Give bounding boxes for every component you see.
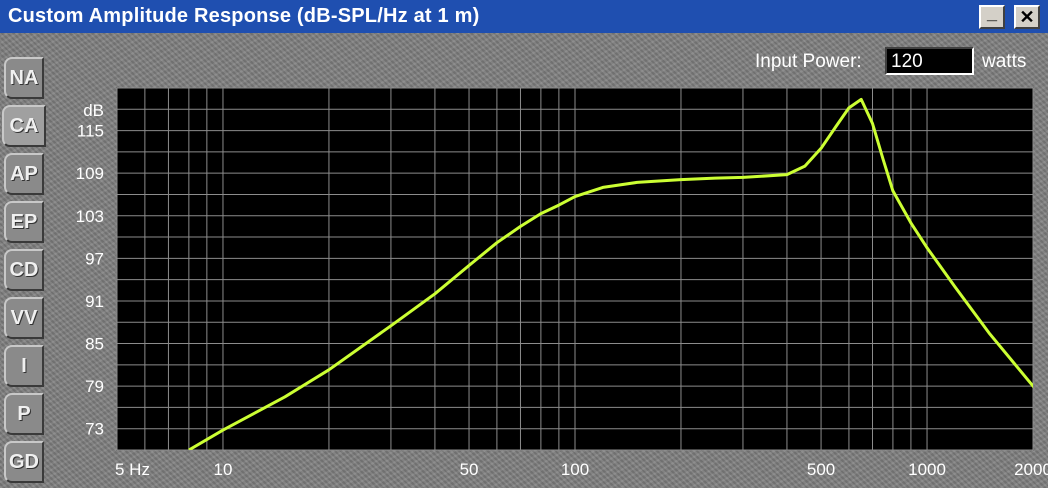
minimize-icon: _ [986, 3, 997, 23]
side-tab-i[interactable]: I [4, 345, 44, 387]
side-tab-cd[interactable]: CD [4, 249, 44, 291]
side-tab-gd[interactable]: GD [4, 441, 44, 483]
side-tab-label: VV [10, 307, 38, 329]
y-tick-label: 85 [85, 335, 104, 354]
window-title: Custom Amplitude Response (dB-SPL/Hz at … [8, 5, 480, 27]
minimize-button[interactable]: _ [979, 3, 1005, 29]
x-tick-label: 50 [460, 460, 479, 479]
input-power-label: Input Power: [755, 51, 862, 72]
y-tick-label: 79 [85, 377, 104, 396]
side-tab-label: GD [9, 451, 39, 473]
y-tick-label: 91 [85, 292, 104, 311]
side-tab-ap[interactable]: AP [4, 153, 44, 195]
y-tick-label: 115 [77, 122, 104, 141]
input-power-field[interactable] [885, 47, 974, 75]
side-tab-label: CD [9, 259, 39, 281]
x-tick-label: 100 [561, 460, 589, 479]
y-axis-unit-label: dB [83, 101, 104, 120]
side-tab-strip: NA CA AP EP CD VV I P GD [0, 33, 47, 488]
y-tick-label: 103 [76, 207, 104, 226]
y-tick-label: 109 [76, 164, 104, 183]
x-tick-label: 5 Hz [115, 460, 150, 479]
side-tab-label: EP [10, 211, 38, 233]
side-tab-p[interactable]: P [4, 393, 44, 435]
close-button[interactable]: ✕ [1014, 5, 1040, 29]
side-tab-na[interactable]: NA [4, 57, 44, 99]
side-tab-label: NA [9, 67, 39, 89]
title-bar: Custom Amplitude Response (dB-SPL/Hz at … [0, 0, 1048, 33]
x-tick-label: 2000 [1014, 460, 1048, 479]
input-power-unit: watts [982, 51, 1027, 72]
x-tick-label: 1000 [908, 460, 946, 479]
y-tick-label: 73 [85, 420, 104, 439]
side-tab-label: P [17, 403, 31, 425]
side-tab-label: AP [10, 163, 38, 185]
close-icon: ✕ [1019, 7, 1035, 27]
side-tab-ep[interactable]: EP [4, 201, 44, 243]
side-tab-vv[interactable]: VV [4, 297, 44, 339]
side-tab-ca[interactable]: CA [2, 105, 46, 147]
x-tick-label: 10 [214, 460, 233, 479]
side-tab-label: CA [9, 115, 39, 137]
side-tab-label: I [21, 355, 27, 377]
response-curve [188, 97, 1033, 450]
y-tick-label: 97 [85, 249, 104, 268]
x-tick-label: 500 [807, 460, 835, 479]
